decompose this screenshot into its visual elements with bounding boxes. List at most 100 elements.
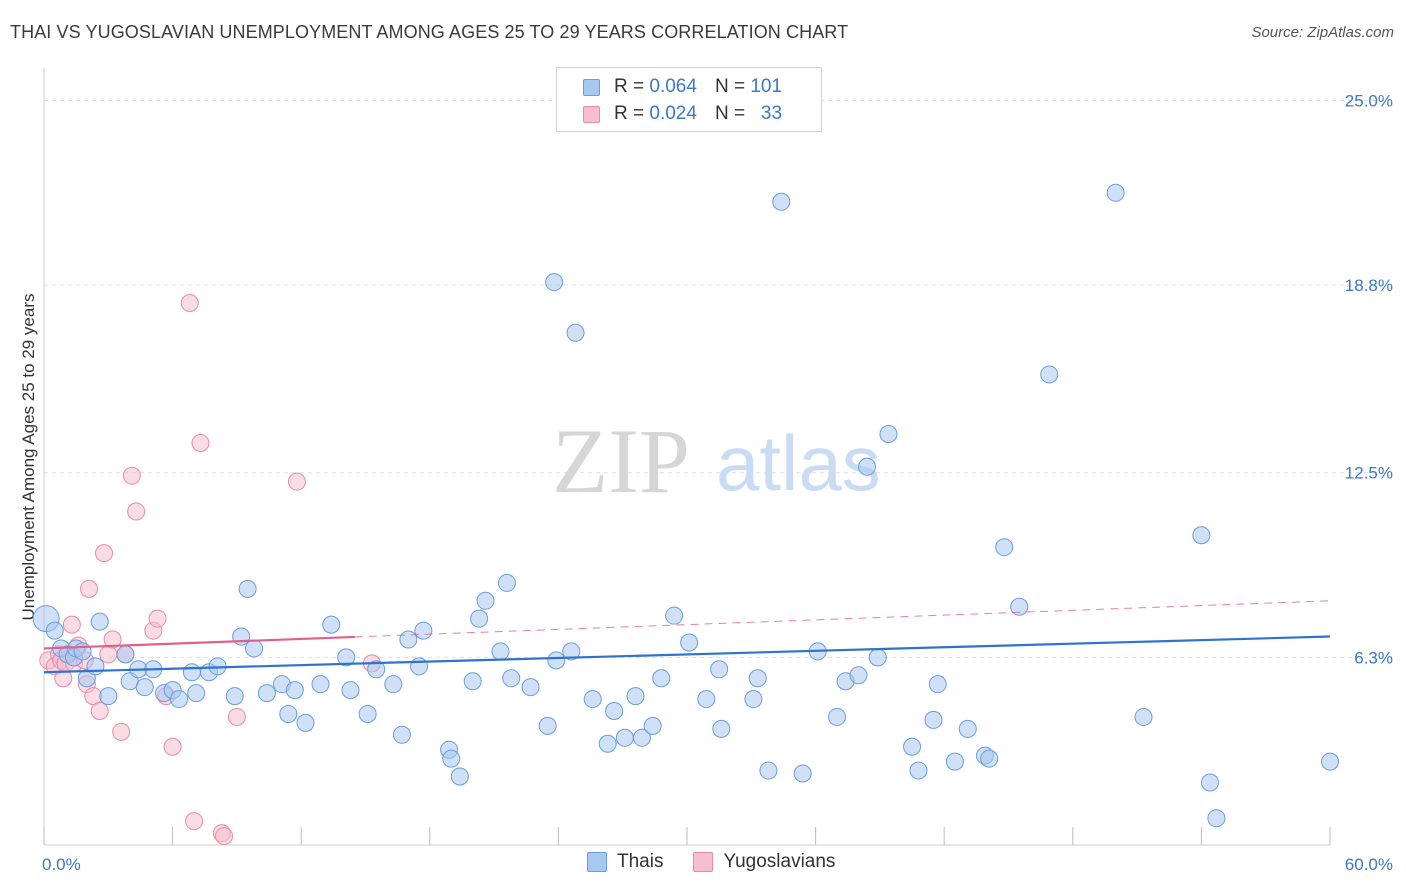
legend-row-thais: R = 0.064 N = 101	[583, 74, 782, 100]
y-tick-label: 25.0%	[1345, 91, 1393, 110]
thais-point	[652, 669, 671, 688]
chart-title: THAI VS YUGOSLAVIAN UNEMPLOYMENT AMONG A…	[10, 22, 849, 42]
yugo-r-label: R =	[614, 103, 645, 124]
series-legend: Thais Yugoslavians	[587, 851, 865, 873]
x-tick-label: 0.0%	[42, 855, 81, 874]
thais-point	[245, 639, 264, 658]
yugoslavians-point	[148, 609, 167, 628]
y-tick-label: 18.8%	[1345, 276, 1393, 295]
thais-point	[547, 651, 566, 670]
thais-point	[980, 749, 999, 768]
thais-point	[296, 713, 315, 732]
thais-n-value: 101	[750, 76, 783, 97]
thais-point	[1207, 809, 1226, 828]
thais-point	[744, 690, 763, 709]
legend-item-yugoslavians[interactable]: Yugoslavians	[693, 851, 835, 873]
thais-point	[748, 669, 767, 688]
thais-point	[99, 687, 118, 706]
watermark-zip: ZIP	[552, 410, 690, 512]
yugoslavians-points	[39, 293, 381, 846]
yugoslavians-point	[122, 466, 141, 485]
trend-lines	[43, 600, 1331, 674]
thais-r-label: R =	[614, 76, 645, 97]
thais-point	[1106, 183, 1125, 202]
y-tick-label: 12.5%	[1345, 464, 1393, 483]
yugoslavians-point	[215, 827, 234, 846]
yugoslavians-point	[99, 645, 118, 664]
thais-point	[442, 749, 461, 768]
yugo-n-label: N =	[714, 103, 746, 124]
yugoslavians-swatch	[583, 105, 600, 123]
thais-legend-label: Thais	[617, 851, 664, 872]
thais-point	[358, 704, 377, 723]
thais-point	[73, 642, 92, 661]
thais-point	[879, 425, 898, 444]
thais-legend-swatch	[587, 852, 607, 872]
thais-point	[598, 734, 617, 753]
correlation-legend: R = 0.064 N = 101 R = 0.024 N = 33	[556, 67, 822, 132]
thais-points	[32, 183, 1339, 828]
thais-point	[849, 666, 868, 685]
yugoslavians-legend-swatch	[693, 852, 714, 872]
thais-point	[311, 675, 330, 694]
yugoslavians-point	[103, 630, 122, 649]
thais-point	[928, 675, 947, 694]
thais-point	[909, 761, 928, 780]
thais-point	[1040, 365, 1059, 384]
thais-trend-line	[43, 635, 1331, 674]
yugoslavians-legend-label: Yugoslavians	[723, 851, 836, 872]
thais-point	[392, 725, 411, 744]
y-tick-label: 6.3%	[1354, 648, 1393, 667]
yugoslavians-point	[163, 737, 182, 756]
thais-point	[680, 633, 699, 652]
yugo-r-value: 0.024	[649, 103, 697, 124]
thais-point	[232, 627, 251, 646]
x-tick-label: 60.0%	[1345, 855, 1393, 874]
thais-n-label: N =	[714, 76, 746, 97]
thais-point	[643, 716, 662, 735]
yugoslavians-trend-line	[43, 635, 355, 650]
thais-point	[135, 678, 154, 697]
thais-point	[665, 606, 684, 625]
yugoslavians-point	[80, 579, 99, 598]
thais-point	[285, 681, 304, 700]
watermark-atlas: atlas	[716, 419, 881, 507]
tick-labels: 6.3% 12.5% 18.8% 25.0% 0.0% 60.0%	[42, 91, 1393, 874]
thais-point	[995, 538, 1014, 557]
thais-point	[903, 737, 922, 756]
thais-point	[470, 609, 489, 628]
thais-point	[90, 612, 109, 631]
thais-point	[450, 767, 469, 786]
thais-point	[187, 684, 206, 703]
thais-point	[545, 273, 564, 292]
thais-point	[497, 573, 516, 592]
thais-point	[632, 728, 651, 747]
thais-swatch	[583, 78, 600, 96]
yugoslavians-point	[191, 433, 210, 452]
legend-item-thais[interactable]: Thais	[587, 851, 663, 873]
thais-point	[1192, 526, 1211, 545]
thais-point	[410, 657, 429, 676]
thais-point	[257, 684, 276, 703]
thais-point	[858, 457, 877, 476]
thais-point	[279, 704, 298, 723]
thais-point	[384, 675, 403, 694]
thais-point	[476, 591, 495, 610]
thais-point	[463, 672, 482, 691]
watermark: ZIP atlas	[552, 410, 881, 512]
thais-point	[502, 669, 521, 688]
thais-point	[958, 719, 977, 738]
thais-point	[170, 690, 189, 709]
thais-point	[1010, 597, 1029, 616]
thais-point	[828, 707, 847, 726]
legend-row-yugoslavians: R = 0.024 N = 33	[583, 101, 782, 127]
yugoslavians-point	[62, 615, 81, 634]
yugoslavians-point	[112, 722, 131, 741]
yugoslavians-point	[95, 544, 114, 563]
axes	[43, 68, 1331, 846]
thais-point	[697, 690, 716, 709]
thais-point	[1321, 752, 1339, 771]
thais-point	[615, 728, 634, 747]
thais-point	[322, 615, 341, 634]
